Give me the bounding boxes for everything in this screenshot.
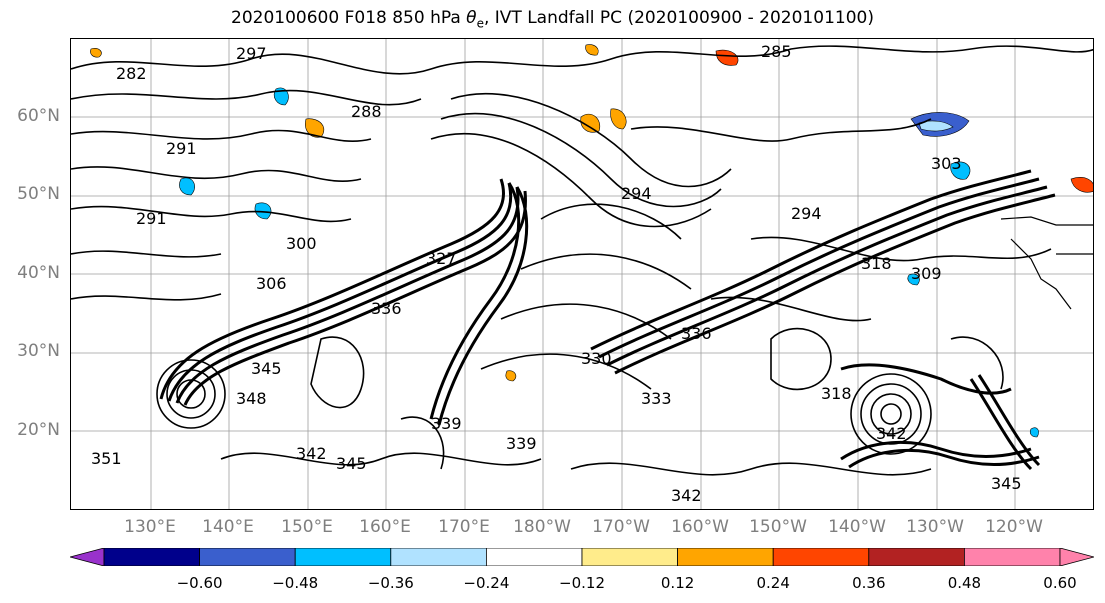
lon-label-160e: 160°E <box>359 517 411 537</box>
lon-label-150w: 150°W <box>749 517 807 537</box>
contour-label: 303 <box>931 154 962 173</box>
contour-label: 345 <box>991 474 1022 493</box>
lat-label-50n: 50°N <box>17 184 60 204</box>
contour-label: 330 <box>581 349 612 368</box>
lon-label-170e: 170°E <box>438 517 490 537</box>
contour-label: 342 <box>296 444 327 463</box>
contour-label: 351 <box>91 449 122 468</box>
colorbar-segment <box>581 548 678 566</box>
contour-label: 339 <box>506 434 537 453</box>
contour-label: 288 <box>351 102 382 121</box>
contour-label: 333 <box>641 389 672 408</box>
colorbar <box>70 548 1094 566</box>
contour-label: 348 <box>236 389 267 408</box>
contour-label: 345 <box>251 359 282 378</box>
coastlines <box>1000 216 1093 310</box>
lat-label-30n: 30°N <box>17 341 60 361</box>
lon-label-180w: 180°W <box>513 517 571 537</box>
contour-label: 291 <box>166 139 197 158</box>
colorbar-extend-min <box>70 548 105 566</box>
colorbar-tick-label: 0.48 <box>947 574 982 592</box>
contour-label-group: 282 285 288 291 291 294 294 297 300 303 … <box>91 42 1022 505</box>
colorbar-segment <box>294 548 392 566</box>
shaded-anomalies <box>90 44 1093 438</box>
colorbar-segment <box>485 548 583 566</box>
colorbar-segment <box>677 548 774 566</box>
colorbar-tick-label: −0.36 <box>367 574 414 592</box>
contour-label: 294 <box>791 204 822 223</box>
colorbar-tick-label: 0.60 <box>1043 574 1077 592</box>
contour-label: 282 <box>116 64 147 83</box>
contour-label: 336 <box>371 299 402 318</box>
colorbar-tick-label: 0.24 <box>756 574 790 592</box>
colorbar-tick-label: −0.12 <box>559 574 605 592</box>
colorbar-extend-max <box>1059 548 1094 566</box>
contour-label: 336 <box>681 324 712 343</box>
atmospheric-river-contours <box>159 169 1056 471</box>
colorbar-segment <box>868 548 965 566</box>
lon-label-120w: 120°W <box>985 517 1043 537</box>
contour-label: 318 <box>861 254 892 273</box>
contour-label: 291 <box>136 209 167 228</box>
colorbar-tick-label: −0.48 <box>272 574 319 592</box>
contour-label: 318 <box>821 384 852 403</box>
lon-label-140w: 140°W <box>828 517 886 537</box>
colorbar-tick-label: −0.60 <box>176 574 223 592</box>
contour-label: 300 <box>286 234 317 253</box>
contour-label: 306 <box>256 274 287 293</box>
lon-label-160w: 160°W <box>671 517 729 537</box>
colorbar-segment <box>964 548 1061 566</box>
lon-label-150e: 150°E <box>281 517 333 537</box>
contour-label: 327 <box>426 249 457 268</box>
colorbar-tick-label: 0.12 <box>660 574 695 592</box>
map-title: 2020100600 F018 850 hPa θe, IVT Landfall… <box>231 8 874 31</box>
theta-e-contours <box>71 45 1093 476</box>
lon-label-170w: 170°W <box>592 517 650 537</box>
map-panel: 282 285 288 291 291 294 294 297 300 303 … <box>70 38 1094 510</box>
lon-label-130e: 130°E <box>124 517 176 537</box>
lat-label-20n: 20°N <box>17 420 60 440</box>
contour-map: 282 285 288 291 291 294 294 297 300 303 … <box>71 39 1093 509</box>
contour-label: 294 <box>621 184 652 203</box>
contour-label: 342 <box>671 486 702 505</box>
contour-label: 339 <box>431 414 462 433</box>
contour-label: 309 <box>911 264 942 283</box>
colorbar-tick-label: −0.24 <box>463 574 510 592</box>
lat-label-40n: 40°N <box>17 263 60 283</box>
contour-label: 285 <box>761 42 792 61</box>
contour-label: 342 <box>876 424 907 443</box>
lon-label-140e: 140°E <box>202 517 254 537</box>
colorbar-segment <box>772 548 870 566</box>
colorbar-tick-label: 0.36 <box>852 574 886 592</box>
contour-label: 297 <box>236 44 267 63</box>
colorbar-segment <box>390 548 487 566</box>
contour-label: 345 <box>336 454 367 473</box>
colorbar-segment <box>199 548 296 566</box>
lon-label-130w: 130°W <box>906 517 964 537</box>
lat-label-60n: 60°N <box>17 106 60 126</box>
colorbar-segment <box>103 548 200 566</box>
